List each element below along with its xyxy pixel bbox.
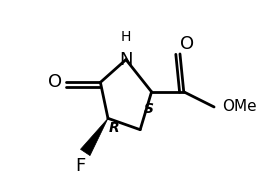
Text: S: S [144,102,154,116]
Text: H: H [121,30,131,44]
Text: O: O [48,73,62,91]
Text: O: O [180,35,194,53]
Text: OMe: OMe [222,99,256,114]
Text: F: F [75,157,86,175]
Text: N: N [119,51,133,69]
Polygon shape [80,118,108,156]
Text: R: R [108,121,119,135]
